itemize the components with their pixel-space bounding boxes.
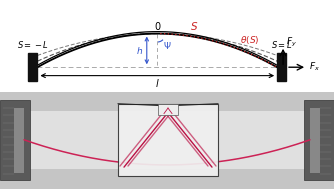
Bar [28,53,37,81]
Text: $l$: $l$ [155,77,160,89]
Text: $0$: $0$ [154,20,161,32]
Text: $F_y$: $F_y$ [286,36,297,49]
Bar [158,104,178,115]
Text: $h$: $h$ [136,45,143,56]
Bar [14,108,24,173]
Text: $S=L$: $S=L$ [271,40,293,50]
Text: $\Psi$: $\Psi$ [163,40,172,51]
Text: $F_x$: $F_x$ [309,61,320,74]
Bar [277,53,286,81]
Text: $\theta(S)$: $\theta(S)$ [239,34,259,46]
Bar [304,100,334,180]
Bar [20,111,314,169]
Text: $S=-L$: $S=-L$ [17,40,49,50]
Bar [118,104,218,176]
Bar [310,108,320,173]
Text: $S$: $S$ [190,20,198,32]
Bar [0,100,30,180]
